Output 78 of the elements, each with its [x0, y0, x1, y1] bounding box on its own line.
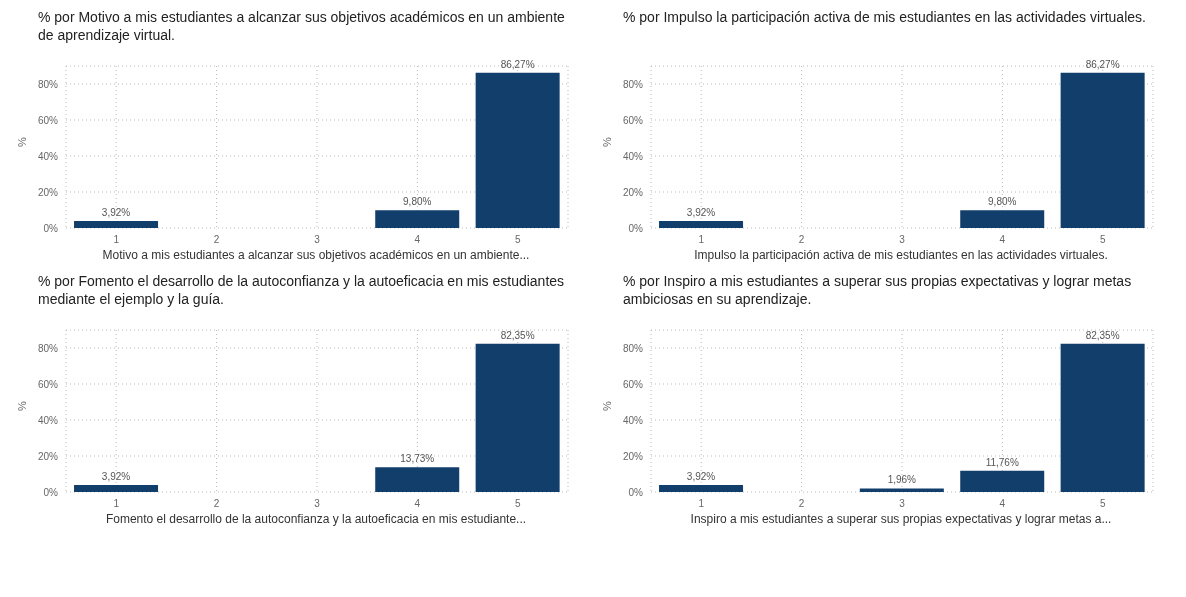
bar	[859, 488, 944, 492]
x-tick-label: 1	[113, 498, 120, 510]
y-tick-label: 80%	[37, 342, 59, 354]
y-tick-label: 80%	[622, 78, 644, 90]
x-tick-label: 2	[798, 498, 805, 510]
x-axis-title: Inspiro a mis estudiantes a superar sus propias expectativas y lograr metas a...	[689, 512, 1113, 526]
bar	[960, 470, 1045, 492]
x-axis-title: Impulso la participación activa de mis estudiantes en las actividades virtuales.	[693, 248, 1109, 262]
y-axis-title: %	[600, 137, 613, 147]
x-axis-title: Motivo a mis estudiantes a alcanzar sus objetivos académicos en un ambiente...	[101, 248, 531, 262]
x-tick-label: 4	[414, 498, 421, 510]
bar	[375, 467, 460, 492]
y-tick-label: 60%	[622, 114, 644, 126]
y-tick-label: 80%	[622, 342, 644, 354]
bar	[960, 210, 1045, 228]
data-label: 9,80%	[988, 196, 1017, 208]
data-label: 9,80%	[403, 196, 432, 208]
data-label: 82,35%	[1085, 329, 1120, 341]
x-tick-label: 5	[1100, 498, 1107, 510]
data-label: 86,27%	[500, 58, 535, 70]
y-axis-title: %	[600, 401, 613, 411]
y-tick-label: 40%	[622, 414, 644, 426]
x-tick-label: 1	[698, 498, 705, 510]
bar	[659, 484, 744, 492]
data-label: 3,92%	[686, 470, 716, 482]
x-tick-label: 3	[899, 498, 906, 510]
data-label: 3,92%	[686, 206, 716, 218]
x-tick-label: 5	[515, 498, 522, 510]
x-tick-label: 2	[213, 234, 220, 246]
x-tick-label: 3	[314, 498, 321, 510]
y-tick-label: 0%	[628, 486, 644, 498]
chart-title: % por Motivo a mis estudiantes a alcanzar sus objetivos académicos en un ambiente de aprendizaje virtual.	[37, 8, 566, 45]
bar	[475, 72, 560, 228]
y-tick-label: 60%	[622, 378, 644, 390]
y-axis-title: %	[15, 137, 28, 147]
bar	[1060, 72, 1145, 228]
bar	[74, 484, 159, 492]
y-tick-label: 0%	[43, 486, 59, 498]
x-axis-title: Fomento el desarrollo de la autoconfianza y la autoeficacia en mis estudiante...	[104, 512, 528, 526]
data-label: 13,73%	[400, 453, 435, 465]
y-tick-label: 40%	[37, 414, 59, 426]
y-tick-label: 60%	[37, 114, 59, 126]
chart-title: % por Inspiro a mis estudiantes a superar sus propias expectativas y lograr metas ambiciosas en su aprendizaje.	[622, 272, 1133, 309]
data-label: 86,27%	[1085, 58, 1120, 70]
y-axis-title: %	[15, 401, 28, 411]
x-tick-label: 3	[314, 234, 321, 246]
bar	[74, 220, 159, 228]
y-tick-label: 20%	[37, 186, 59, 198]
y-tick-label: 0%	[628, 222, 644, 234]
x-tick-label: 1	[113, 234, 120, 246]
x-tick-label: 4	[414, 234, 421, 246]
data-label: 82,35%	[500, 329, 535, 341]
y-tick-label: 60%	[37, 378, 59, 390]
chart-title: % por Impulso la participación activa de mis estudiantes en las actividades virtuales.	[622, 8, 1147, 27]
x-tick-label: 3	[899, 234, 906, 246]
x-tick-label: 4	[999, 234, 1006, 246]
bar	[1060, 343, 1145, 492]
bar	[659, 220, 744, 228]
x-tick-label: 5	[515, 234, 522, 246]
chart-title: % por Fomento el desarrollo de la autoconfianza y la autoeficacia en mis estudiantes mediante el ejemplo y la guía.	[37, 272, 566, 309]
y-tick-label: 40%	[37, 150, 59, 162]
data-label: 1,96%	[887, 474, 917, 486]
y-tick-label: 20%	[37, 450, 59, 462]
bar	[375, 210, 460, 228]
x-tick-label: 5	[1100, 234, 1107, 246]
y-tick-label: 0%	[43, 222, 59, 234]
y-tick-label: 20%	[622, 186, 644, 198]
data-label: 3,92%	[101, 470, 131, 482]
y-tick-label: 40%	[622, 150, 644, 162]
y-tick-label: 20%	[622, 450, 644, 462]
x-tick-label: 2	[213, 498, 220, 510]
bar	[475, 343, 560, 492]
y-tick-label: 80%	[37, 78, 59, 90]
x-tick-label: 4	[999, 498, 1006, 510]
data-label: 11,76%	[985, 456, 1019, 468]
x-tick-label: 2	[798, 234, 805, 246]
data-label: 3,92%	[101, 206, 131, 218]
x-tick-label: 1	[698, 234, 705, 246]
